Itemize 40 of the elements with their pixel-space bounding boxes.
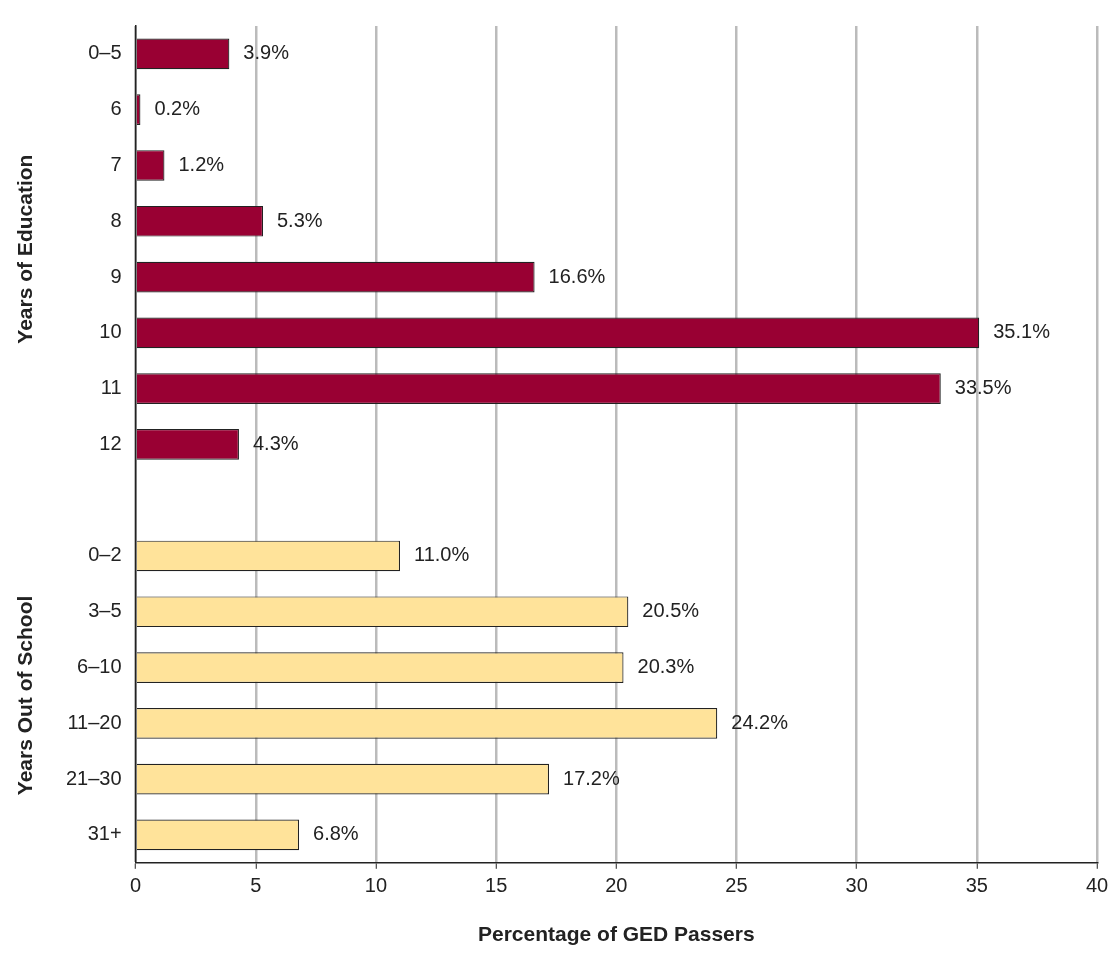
y-tick-label: 7 [110,152,122,175]
data-label: 35.1% [993,320,1051,343]
y-tick-label: 9 [110,264,122,287]
y-tick-label: 31+ [87,822,122,845]
y-tick-label: 6–10 [77,655,122,678]
x-tick-label: 40 [1085,874,1109,897]
data-label: 5.3% [277,208,323,231]
y-tick-label: 0–5 [88,41,122,64]
data-label: 24.2% [731,710,789,733]
y-tick-label: 6 [110,97,122,120]
y-tick-label: 21–30 [65,766,122,789]
data-label: 20.5% [642,599,700,622]
data-label: 16.6% [548,264,606,287]
x-tick-label: 35 [965,874,988,897]
text: Years of Education [12,154,36,344]
y-tick-label: 0–2 [88,543,122,566]
data-label: 33.5% [954,376,1012,399]
y-tick-label: 8 [110,208,122,231]
text: Years Out of School [12,595,36,796]
x-tick-label: 25 [725,874,748,897]
data-label: 4.3% [252,431,299,454]
y-tick-label: 10 [99,320,122,343]
x-tick-label: 30 [845,874,868,897]
x-tick-label: 10 [364,874,388,897]
y-tick-label: 11–20 [67,710,122,733]
data-label: 0.2% [154,97,201,120]
data-label: 11.0% [414,543,470,566]
y-tick-label: 3–5 [88,599,122,622]
data-label: 3.9% [243,41,290,64]
x-tick-label: 5 [250,874,262,897]
data-label: 20.3% [637,655,695,678]
x-axis-title: Percentage of GED Passers [477,922,755,946]
x-tick-label: 15 [485,874,508,897]
data-label: 17.2% [563,766,620,789]
x-tick-label: 0 [130,874,142,897]
y-tick-label: 11 [100,376,122,399]
y-tick-label: 12 [99,431,122,454]
x-tick-label: 20 [605,874,628,897]
data-label: 1.2% [178,152,225,175]
data-label: 6.8% [313,822,359,845]
